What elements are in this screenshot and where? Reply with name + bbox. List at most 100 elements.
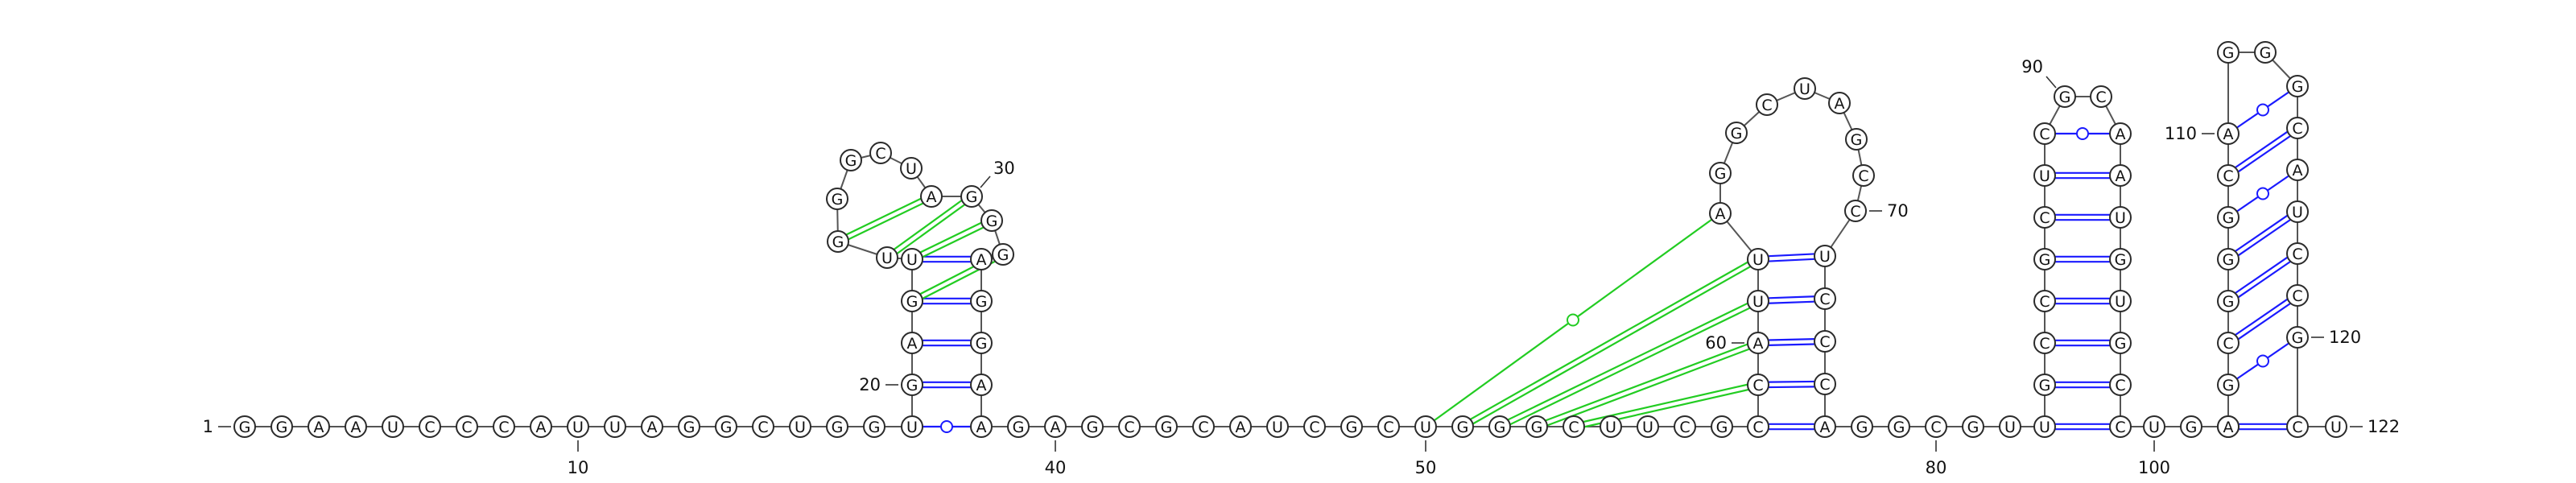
nucleotide-circle <box>233 415 256 438</box>
nucleotide-21: A <box>901 332 923 354</box>
nucleotide-circle <box>863 415 886 438</box>
nucleotide-letter: G <box>2223 251 2235 269</box>
nucleotide-13: G <box>678 415 700 438</box>
nucleotide-62: U <box>1747 290 1769 312</box>
nucleotide-77: A <box>1814 415 1836 438</box>
nucleotide-49: C <box>1377 415 1400 438</box>
nucleotide-letter: G <box>1715 165 1727 183</box>
nucleotide-circle <box>970 332 993 354</box>
nucleotide-29: U <box>900 157 923 180</box>
backbone-layer <box>245 52 2336 427</box>
nucleotide-circle <box>1451 415 1474 438</box>
pseudoknot-pair <box>922 226 985 258</box>
nucleotide-circle <box>1851 415 1873 438</box>
nucleotide-letter: G <box>1457 419 1469 436</box>
nucleotide-circle <box>1888 415 1910 438</box>
nucleotide-100: C <box>2109 415 2132 438</box>
nucleotide-letter: G <box>1013 419 1025 436</box>
nucleotide-letter: U <box>2039 419 2050 436</box>
nucleotide-letter: U <box>906 251 918 269</box>
nucleotide-54: C <box>1563 415 1585 438</box>
position-number: 50 <box>1415 458 1437 477</box>
nucleotide-10: U <box>567 415 589 438</box>
nucleotide-circle <box>2217 332 2240 354</box>
nucleotide-61: A <box>1747 332 1769 354</box>
nucleotide-circle <box>876 246 898 269</box>
nucleotide-65: G <box>1709 162 1732 184</box>
nucleotide-8: C <box>493 415 515 438</box>
nucleotide-15: C <box>752 415 774 438</box>
nucleotide-circle <box>382 415 404 438</box>
nucleotide-circle <box>1637 415 1659 438</box>
nucleotide-34: A <box>970 248 993 270</box>
nucleotide-letter: G <box>2292 78 2304 96</box>
nucleotide-circle <box>992 243 1014 266</box>
position-label-10: 10 <box>568 440 588 477</box>
nucleotide-letter: U <box>609 419 621 436</box>
nucleotide-circle <box>1852 164 1875 187</box>
nucleotide-letter: A <box>2116 167 2126 185</box>
nucleotide-47: C <box>1303 415 1326 438</box>
nucleotide-circle <box>1488 415 1511 438</box>
nucleotide-circle <box>901 415 923 438</box>
nucleotide-circle <box>2109 248 2132 270</box>
nucleotide-115: C <box>2286 117 2309 139</box>
position-label-100: 100 <box>2138 440 2170 477</box>
nucleotide-9: A <box>530 415 552 438</box>
nucleotide-letter: C <box>2292 419 2302 436</box>
base-pair <box>2237 219 2291 257</box>
nucleotide-circle <box>901 248 923 270</box>
pseudoknot-pair <box>1470 261 1748 420</box>
nucleotide-87: G <box>2033 248 2056 270</box>
nucleotide-18: G <box>863 415 886 438</box>
nucleotide-letter: A <box>976 251 987 269</box>
wobble-pair-marker <box>2076 127 2089 140</box>
nucleotide-circle <box>2109 122 2132 145</box>
base-pair <box>2235 298 2289 336</box>
nucleotide-circle <box>970 290 993 312</box>
nucleotide-circle <box>604 415 626 438</box>
nucleotide-letter: G <box>2223 209 2235 227</box>
nucleotide-letter: G <box>2186 419 2198 436</box>
nucleotide-circle <box>1814 245 1836 267</box>
nucleotide-circle <box>715 415 737 438</box>
nucleotide-121: C <box>2286 415 2309 438</box>
nucleotide-33: G <box>992 243 1014 266</box>
nucleotide-116: A <box>2286 159 2309 181</box>
position-label-70: 70 <box>1869 201 1909 221</box>
nucleotide-letter: C <box>1819 333 1830 351</box>
nucleotide-letter: G <box>976 335 988 353</box>
nucleotide-letter: A <box>2223 126 2234 143</box>
nucleotide-53: G <box>1525 415 1548 438</box>
nucleotide-letter: C <box>1930 419 1941 436</box>
position-number: 30 <box>993 159 1015 178</box>
nucleotide-circle <box>2109 290 2132 312</box>
nucleotide-circle <box>2054 85 2076 108</box>
nucleotide-107: G <box>2217 290 2240 312</box>
nucleotide-37: A <box>970 374 993 396</box>
nucleotide-circle <box>2033 415 2056 438</box>
nucleotide-circle <box>1709 202 1732 225</box>
nucleotide-circle <box>2217 290 2240 312</box>
nucleotide-91: G <box>2054 85 2076 108</box>
nucleotide-66: G <box>1725 122 1748 144</box>
nucleotide-circle <box>960 185 983 208</box>
nucleotide-letter: A <box>1753 335 1764 353</box>
nucleotide-letter: C <box>424 419 435 436</box>
nucleotide-90: C <box>2033 122 2056 145</box>
base-pair <box>2237 303 2291 341</box>
nucleotide-106: C <box>2217 332 2240 354</box>
nucleotide-63: U <box>1747 248 1769 270</box>
nucleotide-16: U <box>789 415 811 438</box>
nucleotide-2: G <box>270 415 293 438</box>
nucleotide-letter: G <box>986 213 998 230</box>
base-pair <box>1768 295 1814 299</box>
nucleotide-letter: C <box>1761 97 1772 114</box>
nucleotide-circle <box>2286 159 2309 181</box>
nucleotide-48: G <box>1340 415 1363 438</box>
nucleotide-circle <box>2109 415 2132 438</box>
nucleotide-circle <box>456 415 478 438</box>
